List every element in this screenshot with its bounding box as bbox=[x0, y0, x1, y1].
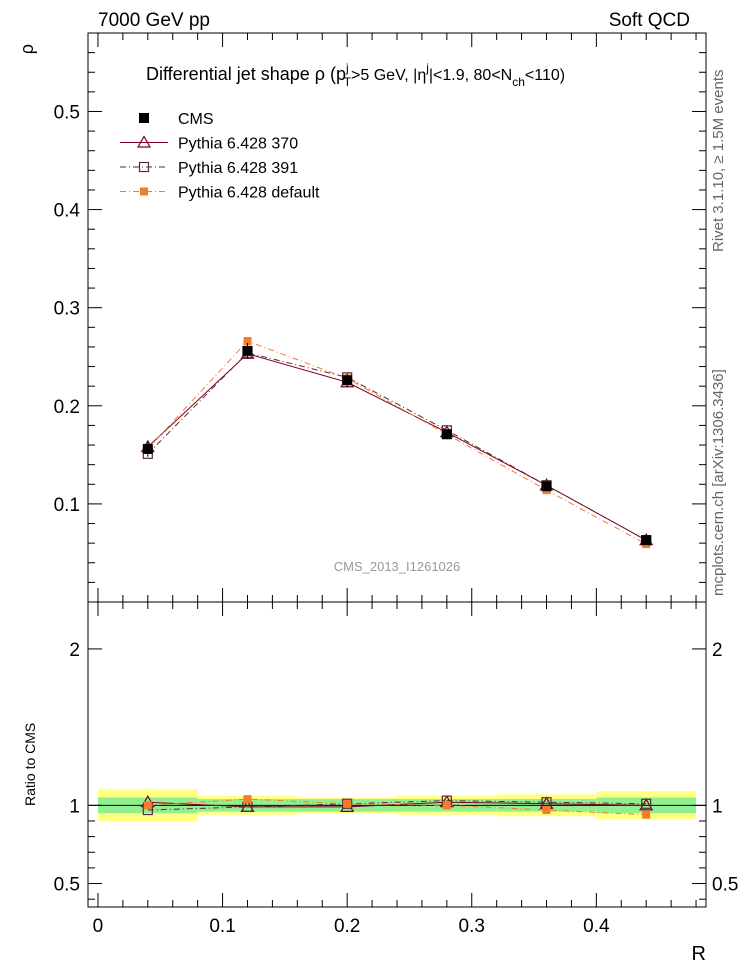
ratio-tick-labels: 0.5 0.5 1 1 2 2 0 0.1 0.2 0.3 0.4 bbox=[54, 640, 739, 937]
ratio-y-tick-label: 2 bbox=[69, 640, 80, 661]
chart-title: Differential jet shape ρ (pj T>5 GeV, |ηj… bbox=[146, 61, 565, 89]
legend-marker bbox=[138, 161, 150, 173]
ratio-point bbox=[243, 795, 252, 804]
y-axis-label: ρ bbox=[17, 44, 37, 54]
legend-label: CMS bbox=[178, 111, 214, 128]
x-tick-label: 0.3 bbox=[459, 916, 485, 937]
main-tick-labels: 0.1 0.2 0.3 0.4 0.5 bbox=[54, 102, 81, 515]
legend-entry: Pythia 6.428 default bbox=[120, 185, 320, 202]
x-tick-label: 0 bbox=[93, 916, 104, 937]
y-tick-label: 0.4 bbox=[54, 201, 81, 222]
cms-point bbox=[641, 535, 652, 546]
legend: CMS Pythia 6.428 370 Pythia 6.428 391 Pythi… bbox=[120, 111, 320, 202]
legend-entry: Pythia 6.428 370 bbox=[120, 135, 298, 153]
ratio-bands bbox=[88, 789, 706, 821]
x-tick-label: 0.4 bbox=[583, 916, 610, 937]
series-line bbox=[147, 352, 647, 541]
ratio-line bbox=[147, 800, 647, 811]
legend-marker bbox=[136, 135, 152, 148]
y-tick-label: 0.3 bbox=[54, 299, 80, 320]
cms-point bbox=[441, 429, 452, 440]
series-line bbox=[147, 340, 647, 545]
ratio-y-tick-label-right: 2 bbox=[712, 640, 723, 661]
legend-label: Pythia 6.428 default bbox=[178, 185, 320, 202]
rivet-label: Rivet 3.1.10, ≥ 1.5M events bbox=[710, 70, 727, 253]
x-tick-label: 0.1 bbox=[209, 916, 235, 937]
legend-entry: Pythia 6.428 391 bbox=[120, 160, 298, 177]
ratio-y-tick-label-right: 1 bbox=[712, 796, 723, 817]
ratio-y-tick-label: 0.5 bbox=[54, 875, 80, 896]
ratio-frame bbox=[87, 601, 707, 908]
ratio-series bbox=[140, 794, 654, 819]
ratio-line bbox=[147, 798, 647, 816]
cms-point bbox=[142, 443, 153, 454]
ratio-point bbox=[642, 810, 651, 819]
legend-entry: CMS bbox=[139, 111, 214, 128]
ratio-y-label: Ratio to CMS bbox=[22, 723, 38, 806]
main-panel: 0.1 0.2 0.3 0.4 0.5 ρ Differential jet shape… bbox=[17, 32, 707, 603]
watermark: CMS_2013_I1261026 bbox=[334, 559, 461, 574]
ratio-point bbox=[143, 801, 152, 810]
mcplots-label: mcplots.cern.ch [arXiv:1306.3436] bbox=[710, 369, 727, 596]
ratio-ticks bbox=[88, 602, 706, 907]
process-label: Soft QCD bbox=[609, 10, 690, 31]
series-point bbox=[243, 337, 252, 346]
ratio-y-tick-label: 1 bbox=[69, 796, 80, 817]
legend-marker bbox=[139, 113, 149, 123]
ratio-point bbox=[639, 798, 654, 811]
cms-point bbox=[541, 481, 552, 492]
energy-label: 7000 GeV pp bbox=[98, 10, 210, 31]
cms-point bbox=[242, 345, 253, 356]
x-axis-label: R bbox=[692, 943, 706, 965]
ratio-point bbox=[343, 799, 352, 808]
y-tick-label: 0.1 bbox=[54, 495, 80, 516]
legend-label: Pythia 6.428 391 bbox=[178, 160, 298, 177]
legend-marker bbox=[140, 187, 148, 196]
ratio-panel: 0.5 0.5 1 1 2 2 0 0.1 0.2 0.3 0.4 Ratio to CMS R bbox=[22, 601, 739, 965]
y-tick-label: 0.2 bbox=[54, 397, 80, 418]
ratio-point bbox=[442, 801, 451, 810]
legend-label: Pythia 6.428 370 bbox=[178, 136, 298, 153]
x-tick-label: 0.2 bbox=[334, 916, 360, 937]
ratio-point bbox=[542, 806, 551, 815]
ratio-y-tick-label-right: 0.5 bbox=[712, 875, 738, 896]
cms-point bbox=[342, 375, 353, 386]
y-tick-label: 0.5 bbox=[54, 102, 80, 123]
main-ticks bbox=[88, 32, 706, 603]
main-series bbox=[140, 337, 654, 549]
series-line bbox=[147, 353, 647, 541]
ratio-point bbox=[641, 798, 652, 809]
